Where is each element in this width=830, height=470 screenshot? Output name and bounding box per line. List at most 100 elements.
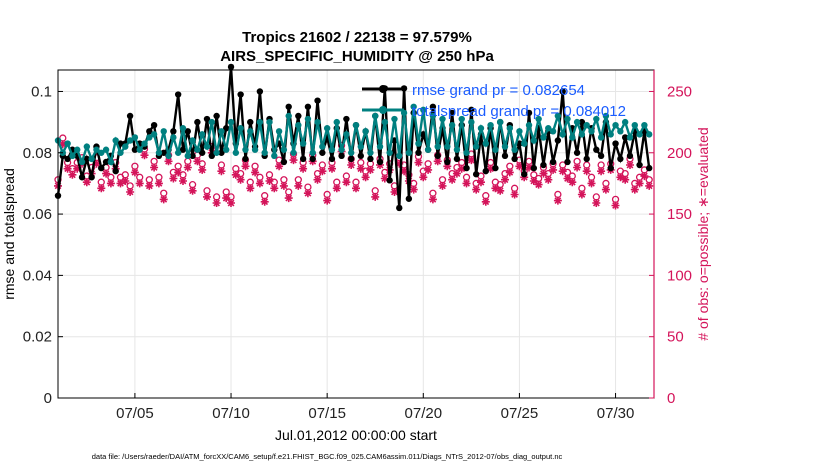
obs-evaluated-point	[275, 162, 284, 171]
obs-evaluated-point	[438, 181, 447, 190]
rmse-point	[126, 112, 134, 120]
totalspread-point	[453, 146, 461, 153]
rmse-point	[170, 128, 177, 135]
totalspread-point	[309, 149, 316, 156]
y-right-tick-label: 150	[667, 206, 692, 223]
obs-evaluated-point	[472, 185, 481, 194]
obs-evaluated-point	[318, 167, 327, 176]
rmse-point	[102, 158, 110, 166]
totalspread-point	[213, 149, 220, 156]
totalspread-point	[621, 118, 629, 126]
rmse-point	[343, 115, 350, 123]
obs-evaluated-point	[366, 165, 375, 174]
totalspread-point	[319, 143, 326, 150]
x-tick-label: 07/15	[308, 405, 346, 422]
rmse-point	[405, 195, 413, 202]
totalspread-point	[631, 121, 638, 129]
rmse-point	[256, 88, 264, 95]
obs-evaluated-point	[553, 196, 562, 205]
totalspread-point	[554, 112, 562, 120]
obs-evaluated-point	[428, 195, 437, 204]
totalspread-point	[396, 152, 403, 160]
totalspread-point	[69, 152, 76, 160]
totalspread-point	[472, 143, 480, 150]
totalspread-point	[405, 149, 413, 156]
totalspread-point	[227, 118, 235, 126]
obs-evaluated-point	[400, 167, 409, 176]
totalspread-point	[98, 149, 105, 156]
obs-evaluated-point	[121, 177, 130, 185]
obs-evaluated-point	[635, 179, 644, 188]
obs-evaluated-point	[529, 177, 538, 185]
obs-evaluated-point	[419, 173, 428, 182]
totalspread-point	[593, 115, 600, 123]
rmse-point	[78, 174, 86, 181]
obs-evaluated-point	[236, 175, 245, 184]
rmse-point	[357, 152, 365, 160]
totalspread-point	[511, 146, 518, 153]
obs-evaluated-point	[448, 175, 457, 184]
totalspread-point	[516, 128, 523, 135]
obs-evaluated-point	[323, 196, 332, 205]
obs-evaluated-point	[150, 163, 159, 172]
obs-evaluated-point	[154, 179, 163, 188]
totalspread-point	[112, 137, 119, 144]
obs-evaluated-point	[279, 181, 288, 190]
y-tick-label: 0.06	[23, 206, 52, 223]
totalspread-point	[468, 118, 475, 126]
rmse-point	[338, 152, 345, 160]
totalspread-point	[415, 140, 422, 147]
rmse-point	[549, 158, 557, 166]
totalspread-point	[290, 149, 297, 156]
obs-evaluated-point	[505, 168, 514, 177]
obs-evaluated-point	[409, 185, 418, 194]
totalspread-point	[367, 149, 374, 156]
rmse-point	[295, 112, 302, 120]
obs-evaluated-point	[183, 163, 192, 172]
rmse-point	[237, 91, 244, 98]
totalspread-point	[362, 128, 369, 135]
rmse-point	[117, 140, 124, 147]
y-tick-label: 0.1	[31, 83, 52, 100]
rmse-point	[184, 128, 191, 135]
rmse-point	[299, 155, 307, 163]
totalspread-point	[299, 140, 307, 147]
totalspread-point	[184, 152, 191, 160]
rmse-point	[194, 118, 201, 126]
totalspread-point	[126, 137, 134, 144]
totalspread-point	[117, 149, 124, 156]
series-obs-evaluated	[54, 140, 654, 210]
obs-evaluated-point	[255, 179, 264, 188]
obs-evaluated-point	[106, 179, 115, 188]
rmse-point	[386, 177, 393, 184]
rmse-point	[525, 109, 533, 117]
obs-evaluated-point	[126, 188, 135, 196]
rmse-point	[434, 152, 441, 160]
obs-evaluated-point	[361, 173, 370, 182]
obs-evaluated-point	[467, 156, 476, 165]
legend-label-totalspread: totalspread grand pr = 0.084012	[412, 103, 626, 120]
totalspread-point	[280, 146, 288, 153]
obs-evaluated-point	[640, 172, 649, 181]
totalspread-point	[487, 121, 494, 129]
obs-evaluated-point	[587, 179, 596, 188]
totalspread-point	[179, 125, 187, 132]
totalspread-point	[617, 128, 624, 135]
rmse-point	[319, 149, 326, 156]
obs-evaluated-point	[227, 199, 235, 207]
totalspread-point	[381, 118, 389, 126]
totalspread-point	[602, 112, 610, 120]
totalspread-point	[525, 121, 533, 129]
rmse-point	[285, 103, 292, 110]
rmse-point	[189, 152, 196, 160]
obs-evaluated-point	[481, 197, 490, 206]
rmse-point	[223, 125, 230, 132]
obs-evaluated-point	[510, 190, 519, 199]
rmse-point	[88, 174, 95, 181]
obs-evaluated-point	[352, 184, 360, 193]
rmse-point	[64, 155, 71, 163]
rmse-point	[612, 140, 619, 147]
obs-evaluated-point	[294, 181, 303, 190]
obs-evaluated-point	[573, 163, 582, 172]
obs-evaluated-point	[371, 192, 380, 201]
